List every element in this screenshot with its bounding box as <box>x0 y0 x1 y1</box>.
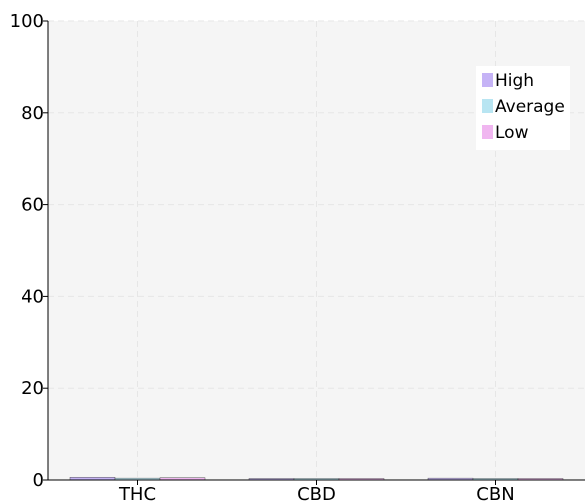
y-tick-label: 60 <box>21 195 44 216</box>
y-tick-label: 100 <box>10 11 44 32</box>
x-tick-label: THC <box>118 484 156 501</box>
y-axis-ticks: 0 20 40 60 80 100 <box>10 11 48 491</box>
y-tick-label: 80 <box>21 103 44 124</box>
x-axis-ticks: THC CBD CBN <box>118 480 515 501</box>
legend-swatch-low <box>482 125 493 139</box>
grid-lines <box>48 20 585 480</box>
legend-label-low: Low <box>495 123 529 143</box>
y-tick-label: 0 <box>33 470 44 491</box>
legend: High Average Low <box>476 66 570 150</box>
y-tick-label: 20 <box>21 378 44 399</box>
legend-label-high: High <box>495 71 534 91</box>
x-tick-label: CBD <box>297 484 336 501</box>
legend-swatch-high <box>482 73 493 87</box>
x-tick-label: CBN <box>476 484 514 501</box>
y-tick-label: 40 <box>21 286 44 307</box>
legend-label-average: Average <box>495 97 565 117</box>
legend-swatch-average <box>482 99 493 113</box>
